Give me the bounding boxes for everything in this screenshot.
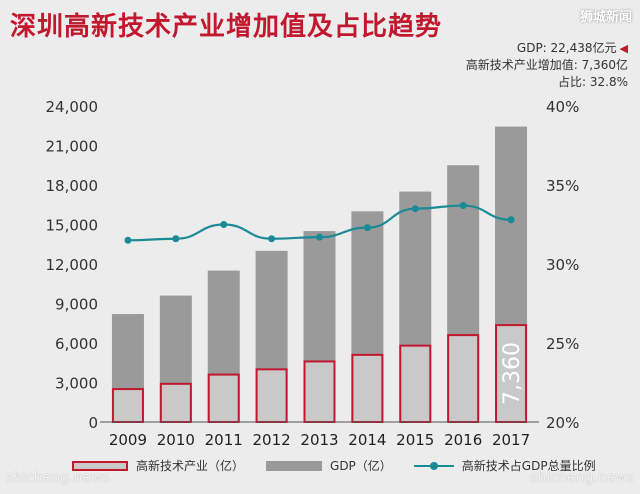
info-gdp: GDP: 22,438亿元 ◀ [466, 40, 628, 57]
x-tick-label: 2009 [109, 431, 147, 449]
industry-bar [159, 382, 192, 424]
watermark-top: 狮城新闻 [579, 10, 632, 25]
legend-item-gdp: GDP（亿） [266, 457, 392, 474]
industry-bar [111, 388, 144, 424]
y-right-tick-label: 30% [546, 256, 579, 274]
industry-bar [303, 360, 336, 423]
y-left-tick-label: 6,000 [55, 335, 98, 353]
ratio-point [124, 236, 132, 244]
ratio-point [459, 202, 467, 210]
y-left-tick-label: 18,000 [46, 177, 99, 195]
ratio-point [268, 235, 276, 243]
legend: 高新技术产业（亿） GDP（亿） 高新技术占GDP总量比例 [72, 457, 618, 474]
legend-item-industry: 高新技术产业（亿） [72, 457, 244, 474]
ratio-point [363, 224, 371, 232]
ratio-point [507, 216, 515, 224]
x-tick-label: 2010 [157, 431, 195, 449]
triangle-left-icon: ◀ [619, 42, 628, 55]
ratio-point [411, 205, 419, 213]
info-industry: 高新技术产业增加值: 7,360亿 [465, 58, 628, 72]
industry-bar [399, 344, 432, 423]
y-right-tick-label: 25% [546, 335, 579, 353]
x-tick-label: 2015 [396, 431, 434, 449]
bar-value-label: 7,360 [500, 342, 525, 405]
x-tick-label: 2017 [492, 431, 530, 449]
legend-label-industry: 高新技术产业（亿） [136, 459, 245, 473]
y-right-tick-label: 35% [546, 177, 579, 195]
x-tick-label: 2016 [444, 431, 482, 449]
legend-swatch-gdp [266, 460, 323, 471]
x-tick-label: 2011 [205, 431, 243, 449]
industry-bar [207, 373, 240, 424]
legend-swatch-ratio [413, 461, 454, 471]
industry-bar [255, 368, 288, 424]
legend-swatch-industry [72, 460, 128, 471]
legend-label-ratio: 高新技术占GDP总量比例 [461, 459, 596, 473]
industry-bar [495, 324, 528, 423]
info-share: 占比: 32.8% [558, 75, 628, 89]
watermark-bottom-left: shicheng.news [6, 470, 110, 486]
y-left-tick-label: 9,000 [55, 296, 98, 314]
y-left-tick-label: 0 [88, 414, 98, 432]
legend-label-gdp: GDP（亿） [330, 459, 392, 473]
info-gdp-text: GDP: 22,438亿元 [516, 41, 617, 55]
y-left-tick-label: 15,000 [46, 217, 99, 235]
y-left-tick-label: 21,000 [46, 138, 99, 156]
y-left-tick-label: 24,000 [46, 98, 99, 116]
chart-title: 深圳高新技术产业增加值及占比趋势 [10, 12, 443, 42]
info-box: GDP: 22,438亿元 ◀ 高新技术产业增加值: 7,360亿 占比: 32.… [466, 40, 628, 91]
ratio-point [220, 221, 228, 228]
y-right-tick-label: 20% [546, 414, 579, 432]
industry-bar [351, 353, 384, 424]
x-tick-label: 2012 [253, 431, 291, 449]
watermark-bottom-right: shicheng.news [530, 470, 634, 486]
legend-item-ratio: 高新技术占GDP总量比例 [413, 457, 596, 474]
ratio-point [172, 235, 180, 243]
x-tick-label: 2013 [300, 431, 338, 449]
y-left-tick-label: 12,000 [46, 256, 99, 274]
y-left-tick-label: 3,000 [55, 375, 98, 393]
x-tick-label: 2014 [348, 431, 386, 449]
y-right-tick-label: 40% [546, 98, 579, 116]
industry-bar [447, 334, 480, 424]
ratio-point [316, 233, 323, 241]
